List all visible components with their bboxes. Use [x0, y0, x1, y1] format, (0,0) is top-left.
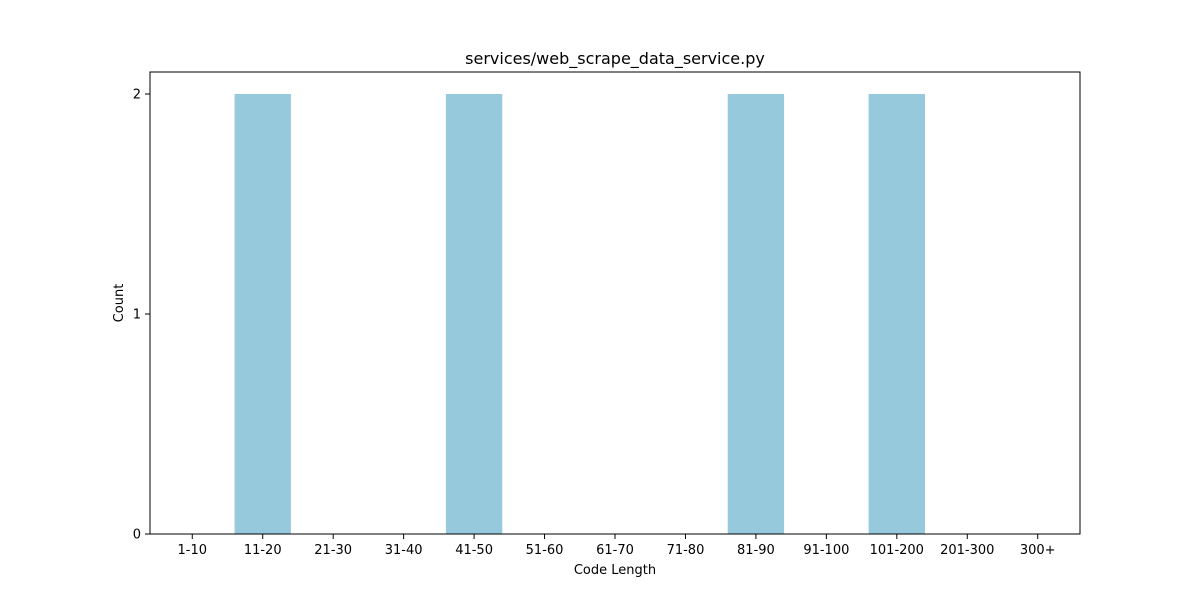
x-tick-label: 31-40	[385, 543, 423, 558]
y-tick-label: 2	[133, 88, 141, 103]
x-tick-label: 21-30	[314, 543, 352, 558]
x-tick-label: 1-10	[178, 543, 208, 558]
x-tick-label: 201-300	[940, 543, 994, 558]
x-tick-label: 51-60	[526, 543, 564, 558]
x-tick-label: 61-70	[596, 543, 634, 558]
x-tick-label: 71-80	[667, 543, 705, 558]
bar-101-200	[868, 94, 925, 534]
bars-layer	[234, 94, 925, 534]
chart-title: services/web_scrape_data_service.py	[465, 49, 765, 69]
y-tick-label: 0	[133, 528, 141, 543]
y-axis-label: Count	[112, 284, 127, 323]
x-tick-label: 101-200	[870, 543, 924, 558]
x-tick-label: 81-90	[737, 543, 775, 558]
x-tick-label: 41-50	[455, 543, 493, 558]
bar-81-90	[727, 94, 785, 534]
x-axis-ticks: 1-10 11-20 21-30 31-40 41-50 51-60 61-70 71-80 8…	[178, 534, 1056, 558]
x-tick-label: 91-100	[803, 543, 849, 558]
x-tick-label: 300+	[1020, 543, 1056, 558]
y-tick-label: 1	[133, 308, 141, 323]
bar-11-20	[234, 94, 291, 534]
x-axis-label: Code Length	[574, 563, 656, 578]
bar-41-50	[445, 94, 503, 534]
y-axis-ticks: 0 1 2	[133, 88, 150, 543]
x-tick-label: 11-20	[244, 543, 282, 558]
